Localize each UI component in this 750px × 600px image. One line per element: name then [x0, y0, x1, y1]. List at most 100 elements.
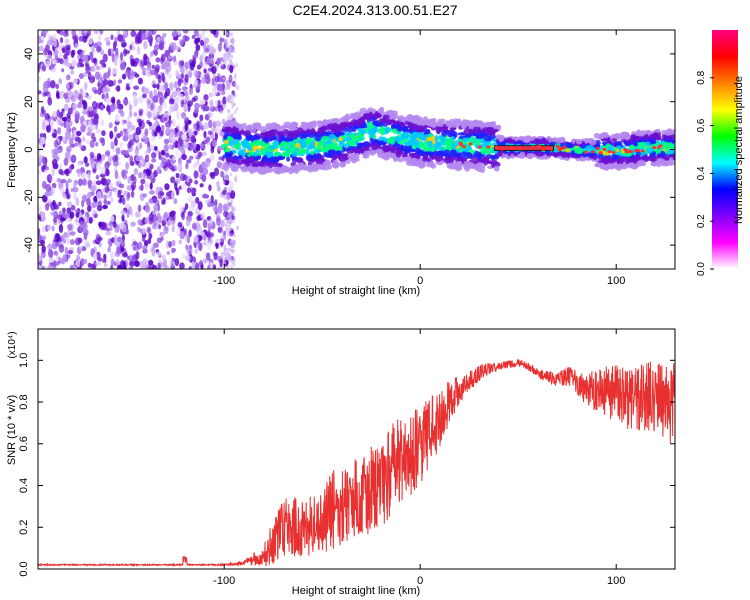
spectrogram-track-cell: [466, 128, 475, 135]
spectrogram-noise-cell: [163, 144, 169, 152]
spectrogram-noise-cell: [197, 151, 203, 158]
spectrogram-noise-cell: [52, 132, 57, 139]
spectrogram-track-cell: [351, 141, 356, 148]
spectrogram-track-cell: [421, 119, 429, 126]
spectrogram-noise-cell: [210, 112, 214, 117]
spectrogram-track-cell: [313, 166, 318, 171]
spectrogram-noise-cell: [159, 130, 164, 137]
spectrogram-noise-cell: [110, 141, 115, 150]
spectrogram-noise-cell: [175, 69, 179, 77]
spectrogram-noise-cell: [225, 42, 228, 47]
spectrogram-noise-cell: [143, 239, 149, 248]
spectrogram-track-cell: [575, 138, 583, 145]
spectrogram-noise-cell: [86, 197, 91, 207]
spectrogram-noise-cell: [186, 181, 191, 187]
spectrogram-noise-cell: [95, 174, 100, 180]
colorbar: 0.00.20.40.60.8 Normalized spectral ampl…: [696, 30, 745, 276]
spectrogram-noise-cell: [120, 51, 124, 61]
spectrogram-track-cell: [363, 150, 370, 156]
spectrogram-noise-cell: [165, 240, 170, 249]
spectrogram-noise-cell: [117, 175, 121, 184]
spectrogram-noise-cell: [195, 37, 201, 43]
spectrogram-noise-cell: [91, 101, 98, 110]
spectrogram-noise-cell: [226, 56, 230, 61]
spectrogram-track-cell: [463, 129, 468, 135]
spectrogram-noise-cell: [53, 236, 57, 243]
spectrogram-noise-cell: [57, 219, 62, 224]
spectrogram-noise-cell: [187, 195, 194, 203]
spectrogram-track-cell: [482, 127, 491, 132]
spectrogram-track-cell: [352, 125, 358, 129]
spectrogram-noise-cell: [141, 245, 148, 250]
spectrogram-noise-cell: [227, 205, 231, 210]
spectrogram-noise-cell: [122, 134, 129, 142]
spectrogram-track-cell: [282, 165, 289, 173]
spectrogram-noise-cell: [175, 172, 180, 179]
colorbar-label: Normalized spectral amplitude: [733, 76, 745, 224]
spectrogram-noise-cell: [99, 173, 106, 178]
spectrogram-noise-cell: [117, 236, 122, 243]
spectrogram-noise-cell: [223, 230, 227, 236]
spectrogram-noise-cell: [80, 145, 87, 152]
spectrogram-noise-cell: [148, 232, 153, 240]
spectrogram-noise-cell: [52, 110, 58, 118]
spectrogram-noise-cell: [69, 211, 75, 219]
spectrogram-noise-cell: [188, 244, 193, 250]
spectrogram-track-cell: [491, 159, 498, 165]
spectrogram-track-cell: [430, 146, 435, 153]
spectrogram-noise-cell: [152, 83, 157, 89]
spectrogram-noise-cell: [157, 105, 163, 114]
snr-xlabel: Height of straight line (km): [292, 585, 420, 597]
spectrogram-noise-cell: [101, 93, 105, 100]
spectrogram-track-cell: [331, 126, 337, 133]
spectrogram-noise-cell: [82, 91, 87, 98]
spectrogram-noise-cell: [130, 190, 135, 198]
spectrogram-noise-cell: [85, 94, 92, 100]
spectrogram-noise-cell: [199, 99, 206, 105]
spectrogram-noise-cell: [202, 219, 208, 229]
spectrogram-noise-cell: [93, 89, 99, 94]
spectrogram-noise-cell: [170, 260, 175, 268]
spectrogram-noise-cell: [127, 141, 132, 149]
spectrogram-noise-cell: [209, 172, 216, 178]
spectrogram-noise-cell: [116, 104, 121, 110]
spectrogram-noise-cell: [182, 125, 186, 134]
spectrogram-noise-cell: [162, 214, 168, 221]
spectrogram-track-cell: [402, 126, 408, 131]
spectrogram-noise-cell: [62, 238, 67, 244]
spectrogram-track-cell: [265, 166, 271, 171]
spectrogram-noise-cell: [193, 30, 199, 37]
spectrogram-track-cell: [355, 119, 364, 125]
spectrogram-noise-cell: [171, 137, 176, 143]
spectrogram-noise-cell: [230, 32, 234, 37]
spectrogram-noise-cell: [56, 91, 61, 98]
spectrogram-noise-cell: [39, 239, 46, 245]
spectrogram-noise-cell: [107, 246, 111, 253]
spectrogram-track-cell: [395, 152, 402, 158]
spectrogram-noise-cell: [229, 64, 234, 74]
spectrogram-noise-cell: [51, 159, 58, 167]
spectrogram-noise-cell: [194, 80, 198, 87]
spectrogram-noise-cell: [49, 80, 56, 89]
spectrogram-noise-cell: [81, 200, 85, 208]
spectrogram-noise-cell: [157, 190, 163, 200]
spectrogram-noise-cell: [69, 81, 74, 90]
spectrogram-track-cell: [487, 160, 493, 165]
spectrogram-noise-cell: [38, 206, 42, 214]
spectrogram-noise-cell: [100, 177, 105, 185]
spectrogram-noise-cell: [51, 126, 55, 134]
spectrogram-noise-cell: [219, 259, 223, 268]
spectrogram-noise-cell: [148, 121, 152, 127]
spectrogram-track-cell: [460, 151, 468, 157]
spectrogram-noise-cell: [114, 57, 118, 67]
spectrogram-noise-cell: [121, 42, 127, 48]
spectrogram-noise-cell: [196, 124, 201, 132]
spectrogram-noise-cell: [106, 97, 110, 103]
spectrogram-track-cell: [660, 150, 666, 157]
spectrogram-noise-cell: [69, 264, 75, 269]
spectrogram-noise-cell: [203, 68, 207, 74]
spectrogram-noise-cell: [194, 102, 199, 110]
spectrogram-noise-cell: [173, 36, 179, 41]
spectrogram-noise-cell: [195, 196, 200, 204]
spectrogram-track-cell: [233, 155, 239, 161]
